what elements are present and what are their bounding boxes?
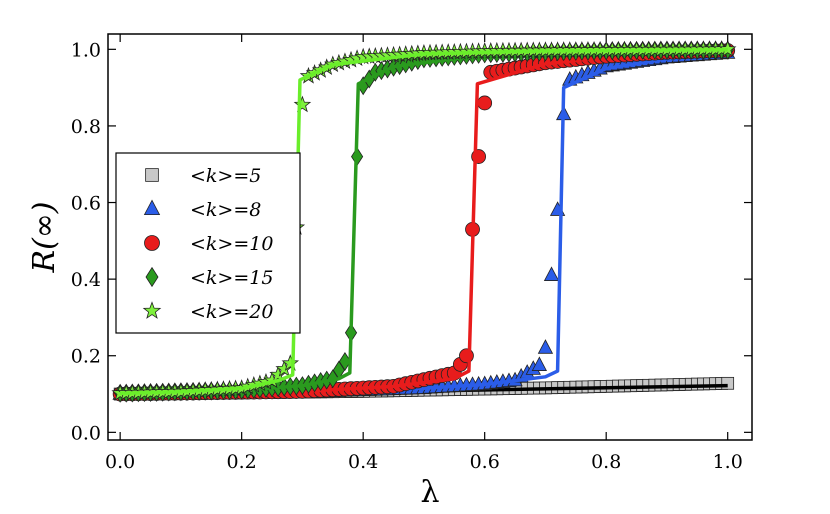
x-tick-label: 0.4 (348, 451, 378, 473)
legend-label: <k>=20 (190, 301, 273, 323)
data-point (281, 354, 300, 371)
plot-frame (107, 33, 753, 441)
y-tick-label: 0.2 (71, 346, 101, 368)
data-point (293, 95, 312, 113)
x-axis-label: λ (420, 475, 439, 510)
data-point (543, 266, 560, 281)
y-tick-label: 0.4 (71, 269, 101, 291)
data-point (721, 376, 735, 390)
x-tick-label: 1.0 (713, 451, 743, 473)
data-point (531, 356, 548, 371)
x-tick-label: 0.6 (470, 451, 500, 473)
ticks-layer: 0.0 0.2 0.4 0.6 0.8 1.0 0.0 0.2 0.4 0.6 0.8 1.0 (71, 34, 752, 473)
x-tick-label: 0.8 (591, 451, 621, 473)
series-layer (111, 40, 737, 403)
legend-label: <k>=5 (190, 165, 261, 187)
y-tick-label: 1.0 (71, 39, 101, 61)
legend-marker (145, 168, 159, 182)
y-tick-label: 0.6 (71, 193, 101, 215)
legend-marker (143, 199, 161, 216)
legend-label: <k>=8 (190, 199, 261, 221)
data-point (459, 348, 474, 364)
data-point (477, 95, 493, 111)
legend-label: <k>=15 (190, 267, 273, 289)
legend-label: <k>=10 (190, 233, 273, 255)
x-tick-label: 0.2 (227, 451, 257, 473)
data-point (537, 339, 554, 354)
legend-marker (145, 266, 159, 288)
legend: <k>=5 <k>=8 <k>=10 <k>=15 <k>=20 (115, 152, 301, 334)
y-tick-label: 0.0 (71, 422, 101, 444)
data-point (718, 40, 737, 57)
legend-marker (144, 235, 160, 251)
legend-marker (142, 301, 162, 319)
y-tick-label: 0.8 (71, 116, 101, 138)
x-tick-label: 0.0 (105, 451, 135, 473)
y-axis-label: R(∞) (27, 202, 62, 274)
